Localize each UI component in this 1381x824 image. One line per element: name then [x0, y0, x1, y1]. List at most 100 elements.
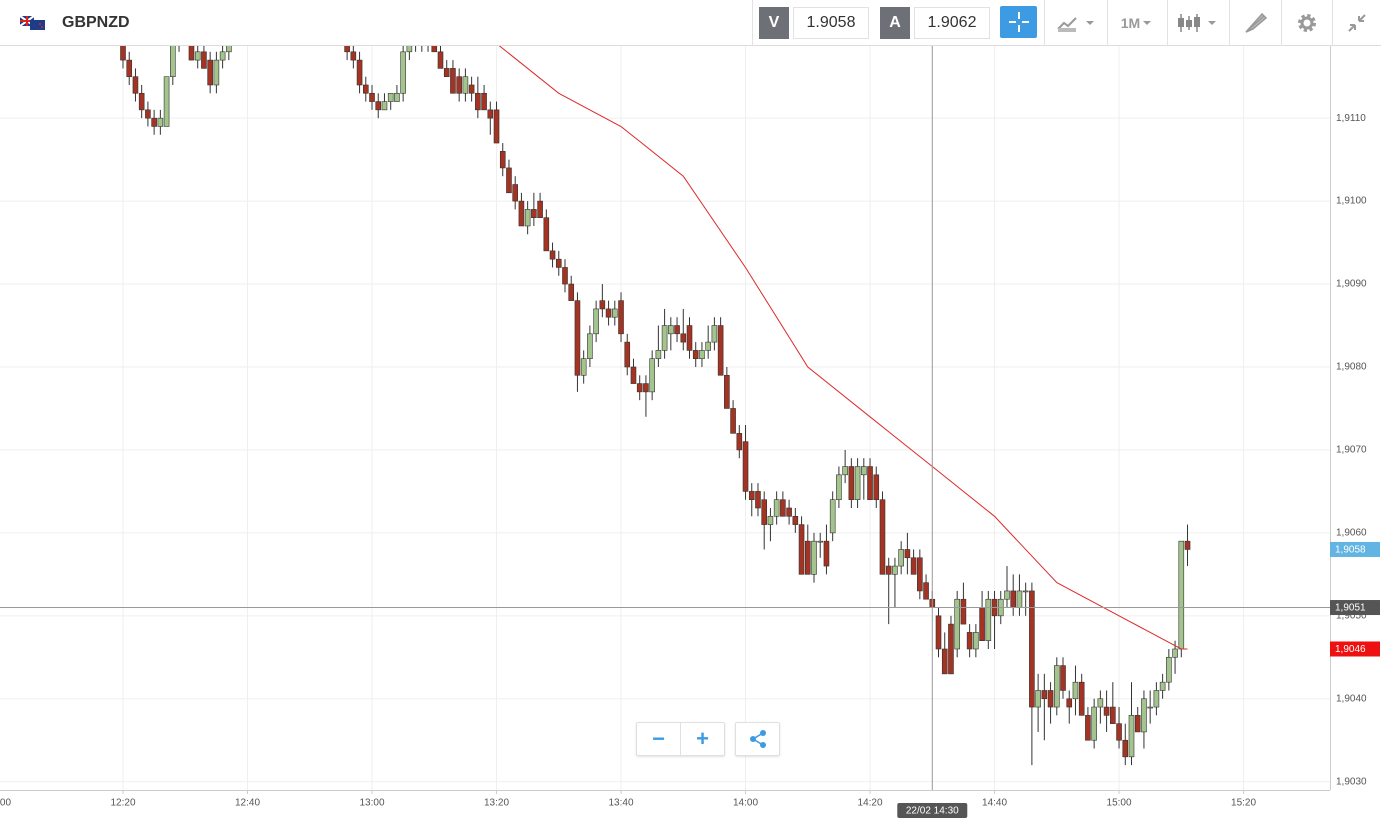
buy-price[interactable]: 1.9062 [914, 7, 990, 39]
candle-body [1166, 656, 1172, 683]
candle-body [132, 76, 139, 94]
zoom-out-button[interactable]: − [637, 723, 681, 755]
candle-body [580, 358, 587, 376]
candle-body [1110, 706, 1116, 724]
chart-type-icon [1057, 17, 1094, 32]
candle-body [699, 350, 705, 359]
chart-type-button[interactable] [1044, 0, 1107, 46]
candle-body [941, 648, 948, 675]
candle-body [1029, 590, 1035, 708]
candle-body [867, 466, 873, 500]
candle-body [518, 200, 525, 227]
candle-body [524, 209, 531, 227]
candle-body [692, 350, 699, 359]
collapse-button[interactable] [1332, 0, 1381, 46]
candle-body [593, 308, 599, 335]
candle-body [487, 109, 494, 119]
candle-body [120, 46, 126, 61]
candle-body [1153, 690, 1160, 708]
candle-body [1078, 681, 1085, 716]
candle-body [904, 549, 911, 559]
candle-body [201, 51, 207, 69]
candle-body [748, 491, 755, 500]
y-tick-label: 1,9040 [1336, 693, 1367, 704]
candle-body [885, 565, 892, 575]
share-button[interactable] [736, 723, 779, 755]
candle-body [717, 325, 724, 376]
candle-body [711, 325, 718, 343]
candle-body [456, 76, 462, 94]
buy-label[interactable]: A [880, 7, 910, 39]
candle-body [649, 358, 655, 393]
candle-body [861, 466, 867, 476]
candle-body [1097, 698, 1104, 708]
candle-body [362, 84, 369, 94]
x-tick-label: 15:00 [1107, 798, 1132, 809]
sell-price[interactable]: 1.9058 [793, 7, 869, 39]
y-tick-label: 1,9060 [1336, 528, 1367, 539]
candle-body [493, 109, 500, 144]
candle-body [985, 598, 992, 642]
candle-body [475, 92, 481, 111]
candle-body [730, 408, 736, 434]
candle-body [1172, 648, 1178, 658]
candle-body [549, 250, 556, 260]
candle-body [1184, 540, 1191, 550]
candle-body [917, 557, 923, 592]
candle-body [1053, 665, 1060, 708]
sell-label[interactable]: V [759, 7, 789, 39]
candle-body [1128, 715, 1135, 758]
crosshair-x-marker [897, 803, 968, 818]
candle-body [450, 68, 456, 94]
candle-body [1116, 723, 1122, 741]
crosshair-icon [1008, 12, 1029, 32]
candle-body [1085, 715, 1091, 741]
candle-body [836, 474, 842, 500]
symbol: GBPNZD [62, 14, 130, 31]
candle-body [898, 549, 904, 567]
candle-body [630, 366, 637, 384]
candle-body [742, 441, 749, 492]
candle-body [655, 350, 662, 359]
timeframe-button[interactable]: 1M [1107, 0, 1167, 46]
draw-button[interactable] [1229, 0, 1281, 46]
candle-body [879, 499, 886, 575]
candle-body [823, 540, 830, 567]
candle-body [736, 433, 743, 451]
candle-body [954, 598, 960, 650]
candle-body [1004, 590, 1010, 600]
zoom-controls: − + [636, 722, 725, 756]
candle-body [226, 46, 232, 53]
candle-body [811, 540, 817, 575]
candle-body [157, 117, 164, 127]
candle-body [406, 46, 413, 53]
candle-body [431, 46, 438, 53]
candle-body [1035, 690, 1041, 708]
zoom-in-button[interactable]: + [696, 726, 709, 751]
share-icon [749, 730, 766, 748]
crosshair-y-marker [1330, 600, 1380, 616]
candle-body [437, 51, 444, 69]
candle-body [562, 267, 568, 285]
candle-body [1178, 540, 1185, 650]
toolbar: GBPNZD V 1.9058 A 1.9062 1M [0, 0, 1381, 46]
candle-body [948, 623, 954, 675]
settings-button[interactable] [1281, 0, 1332, 46]
x-tick-label: 14:00 [733, 798, 758, 809]
candle-body [1072, 681, 1079, 700]
candle-body [394, 92, 400, 102]
candle-type-button[interactable] [1167, 0, 1229, 46]
candle-body [400, 51, 406, 94]
candle-body [1147, 706, 1153, 709]
candle-body [780, 499, 786, 517]
candle-body [1047, 690, 1054, 708]
candle-body [188, 46, 195, 61]
candle-body [966, 632, 973, 650]
x-tick-label: 13:40 [609, 798, 634, 809]
candle-body [829, 499, 836, 534]
crosshair-button[interactable] [1000, 6, 1037, 38]
candle-body [543, 217, 550, 252]
candle-body [755, 491, 761, 509]
candle-body [636, 383, 643, 393]
